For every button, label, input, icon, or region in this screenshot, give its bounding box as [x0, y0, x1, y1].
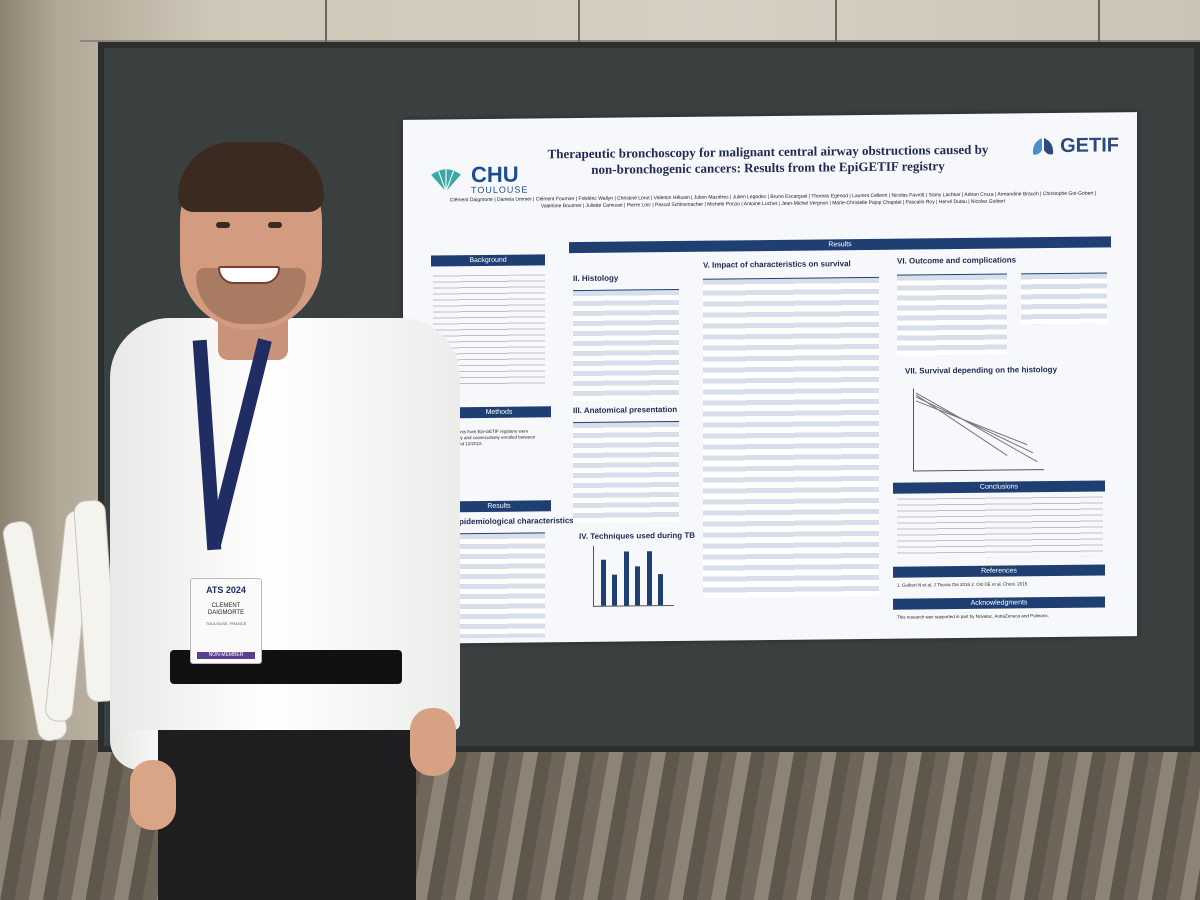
conclusions-text-block — [897, 496, 1103, 559]
person-right-eye — [268, 222, 282, 228]
person-right-hand — [410, 708, 456, 776]
badge-event-logo: ATS 2024 — [206, 585, 246, 595]
getif-logo: GETIF — [1030, 134, 1119, 158]
section-bar-acknowledgments: Acknowledgments — [893, 596, 1105, 610]
survival-impact-table — [703, 276, 879, 598]
section-bar-background: Background — [431, 254, 545, 267]
section-epi: I. Epidemiological characteristics — [447, 516, 574, 527]
histology-table — [573, 288, 679, 402]
section-histology: II. Histology — [573, 273, 619, 284]
badge-member-type: NON-MEMBER — [197, 652, 255, 659]
person-left-hand — [130, 760, 176, 830]
poster-title: Therapeutic bronchoscopy for malignant c… — [547, 141, 989, 177]
references-text: 1. Guibert N et al, J Thorac Dis 2016 2.… — [897, 581, 1028, 588]
section-bar-methods: Methods — [447, 406, 551, 419]
section-survival: VII. Survival depending on the histology — [905, 364, 1058, 376]
technique-bar — [635, 566, 641, 606]
person-smile — [218, 266, 280, 284]
section-anatomical: III. Anatomical presentation — [573, 404, 678, 416]
section-bar-results: Results — [569, 236, 1111, 254]
wall-seam — [80, 40, 1200, 42]
shell-icon — [431, 169, 461, 192]
person-hair — [178, 142, 324, 212]
poster-authors: Clément Daigmorte | Daniela Ummer | Clém… — [449, 190, 1097, 210]
techniques-bar-chart — [593, 545, 674, 607]
section-bar-results-left: Results — [447, 500, 551, 513]
badge-location: TOULOUSE, FRANCE — [205, 621, 247, 626]
technique-bar — [600, 559, 606, 606]
conference-badge: ATS 2024 CLEMENT DAIGMORTE TOULOUSE, FRA… — [190, 578, 262, 664]
section-techniques: IV. Techniques used during TB — [579, 530, 696, 542]
technique-bar — [658, 574, 663, 606]
epi-table — [449, 532, 545, 639]
technique-bar — [623, 551, 629, 606]
badge-last-name: DAIGMORTE — [207, 610, 245, 616]
person-left-eye — [216, 222, 230, 228]
acknowledgments-text: This research was supported in part by N… — [897, 613, 1049, 620]
survival-curve-chart — [913, 387, 1044, 472]
chu-logo-text: CHU — [471, 161, 519, 188]
badge-first-name: CLEMENT — [211, 603, 241, 609]
getif-logo-text: GETIF — [1060, 134, 1119, 157]
technique-bar — [612, 574, 618, 606]
chu-logo: CHU TOULOUSE — [427, 161, 529, 196]
chu-logo-subtext: TOULOUSE — [471, 184, 529, 196]
section-bar-conclusions: Conclusions — [893, 480, 1105, 494]
technique-bar — [646, 551, 652, 606]
getif-lungs-icon — [1033, 137, 1054, 155]
scientific-poster: CHU TOULOUSE Therapeutic bronchoscopy fo… — [403, 112, 1137, 644]
anatomical-table — [573, 420, 679, 524]
section-impact: V. Impact of characteristics on survival — [703, 259, 851, 270]
outcome-table — [897, 273, 1007, 356]
complications-table — [1021, 272, 1107, 325]
section-outcome: VI. Outcome and complications — [897, 255, 1017, 266]
section-bar-references: References — [893, 564, 1105, 578]
